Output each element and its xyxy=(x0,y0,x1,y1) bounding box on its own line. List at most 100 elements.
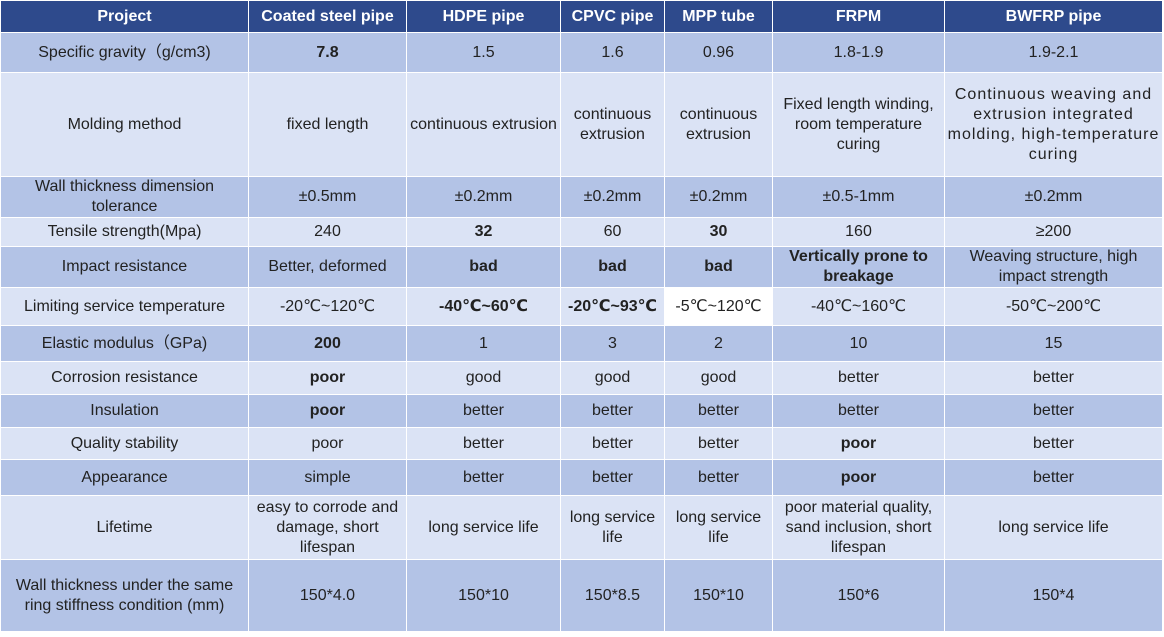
table-cell: fixed length xyxy=(248,72,407,177)
table-cell: poor xyxy=(248,394,407,428)
table-cell: better xyxy=(406,427,561,460)
table-cell: ±0.2mm xyxy=(560,176,665,218)
row-label: Insulation xyxy=(0,394,249,428)
table-cell: 150*4 xyxy=(944,559,1163,632)
table-cell: better xyxy=(406,459,561,496)
row-label: Limiting service temperature xyxy=(0,287,249,326)
table-cell: poor xyxy=(248,361,407,395)
table-cell: ≥200 xyxy=(944,217,1163,247)
table-row: Corrosion resistance poor good good good… xyxy=(0,361,1163,395)
row-label: Wall thickness dimension tolerance xyxy=(0,176,249,218)
table-cell: -5℃~120℃ xyxy=(664,287,773,326)
row-label: Appearance xyxy=(0,459,249,496)
table-cell: 150*10 xyxy=(664,559,773,632)
table-cell: ±0.2mm xyxy=(664,176,773,218)
table-cell: continuous extrusion xyxy=(664,72,773,177)
table-row: Molding method fixed length continuous e… xyxy=(0,72,1163,177)
table-cell: ±0.2mm xyxy=(406,176,561,218)
table-cell: 150*4.0 xyxy=(248,559,407,632)
table-cell: better xyxy=(664,427,773,460)
table-cell: Better, deformed xyxy=(248,246,407,288)
table-cell: ±0.5-1mm xyxy=(772,176,945,218)
table-row: Wall thickness under the same ring stiff… xyxy=(0,559,1163,632)
table-cell: -40℃~160℃ xyxy=(772,287,945,326)
table-cell: poor xyxy=(772,427,945,460)
table-row: Quality stability poor better better bet… xyxy=(0,427,1163,460)
table-cell: continuous extrusion xyxy=(406,72,561,177)
table-cell: 150*10 xyxy=(406,559,561,632)
table-cell: poor xyxy=(772,459,945,496)
table-cell: better xyxy=(944,459,1163,496)
table-cell: 240 xyxy=(248,217,407,247)
table-cell: ±0.5mm xyxy=(248,176,407,218)
table-cell: good xyxy=(560,361,665,395)
table-cell: 0.96 xyxy=(664,32,773,73)
table-cell: 200 xyxy=(248,325,407,362)
table-cell: Vertically prone to breakage xyxy=(772,246,945,288)
row-label: Quality stability xyxy=(0,427,249,460)
table-cell: long service life xyxy=(944,495,1163,560)
table-cell: continuous extrusion xyxy=(560,72,665,177)
table-cell: 2 xyxy=(664,325,773,362)
header-row: Project Coated steel pipe HDPE pipe CPVC… xyxy=(0,0,1163,33)
table-cell: Fixed length winding, room temperature c… xyxy=(772,72,945,177)
table-cell: better xyxy=(560,394,665,428)
table-cell: 1 xyxy=(406,325,561,362)
row-label: Corrosion resistance xyxy=(0,361,249,395)
table-cell: 150*8.5 xyxy=(560,559,665,632)
table-cell: 160 xyxy=(772,217,945,247)
header-project: Project xyxy=(0,0,249,33)
table-row: Limiting service temperature -20℃~120℃ -… xyxy=(0,287,1163,326)
header-coated-steel-pipe: Coated steel pipe xyxy=(248,0,407,33)
table-cell: long service life xyxy=(560,495,665,560)
table-cell: 7.8 xyxy=(248,32,407,73)
table-cell: 1.8-1.9 xyxy=(772,32,945,73)
table-cell: 60 xyxy=(560,217,665,247)
table-row: Appearance simple better better better p… xyxy=(0,459,1163,496)
table-row: Specific gravity（g/cm3) 7.8 1.5 1.6 0.96… xyxy=(0,32,1163,73)
table-cell: better xyxy=(772,361,945,395)
header-mpp-tube: MPP tube xyxy=(664,0,773,33)
table-cell: -20℃~93℃ xyxy=(560,287,665,326)
table-cell: -20℃~120℃ xyxy=(248,287,407,326)
header-cpvc-pipe: CPVC pipe xyxy=(560,0,665,33)
table-cell: better xyxy=(664,459,773,496)
header-hdpe-pipe: HDPE pipe xyxy=(406,0,561,33)
table-cell: poor material quality, sand inclusion, s… xyxy=(772,495,945,560)
table-cell: better xyxy=(944,361,1163,395)
table-row: Insulation poor better better better bet… xyxy=(0,394,1163,428)
row-label: Elastic modulus（GPa) xyxy=(0,325,249,362)
row-label: Specific gravity（g/cm3) xyxy=(0,32,249,73)
header-frpm: FRPM xyxy=(772,0,945,33)
table-cell: better xyxy=(944,427,1163,460)
row-label: Molding method xyxy=(0,72,249,177)
table-cell: good xyxy=(664,361,773,395)
table-row: Tensile strength(Mpa) 240 32 60 30 160 ≥… xyxy=(0,217,1163,247)
table-cell: better xyxy=(560,459,665,496)
table-cell: good xyxy=(406,361,561,395)
table-cell: 150*6 xyxy=(772,559,945,632)
table-cell: bad xyxy=(406,246,561,288)
table-cell: -40℃~60℃ xyxy=(406,287,561,326)
table-row: Impact resistance Better, deformed bad b… xyxy=(0,246,1163,288)
row-label: Wall thickness under the same ring stiff… xyxy=(0,559,249,632)
table-row: Lifetime easy to corrode and damage, sho… xyxy=(0,495,1163,560)
table-cell: 1.6 xyxy=(560,32,665,73)
table-cell: Continuous weaving and extrusion integra… xyxy=(944,72,1163,177)
table-cell: easy to corrode and damage, short lifesp… xyxy=(248,495,407,560)
table-cell: long service life xyxy=(664,495,773,560)
table-cell: 1.9-2.1 xyxy=(944,32,1163,73)
table-cell: 30 xyxy=(664,217,773,247)
table-cell: bad xyxy=(664,246,773,288)
table-cell: better xyxy=(406,394,561,428)
table-cell: better xyxy=(664,394,773,428)
table-cell: 3 xyxy=(560,325,665,362)
table-cell: long service life xyxy=(406,495,561,560)
table-cell: better xyxy=(944,394,1163,428)
table-cell: bad xyxy=(560,246,665,288)
table-cell: 32 xyxy=(406,217,561,247)
table-cell: better xyxy=(560,427,665,460)
row-label: Lifetime xyxy=(0,495,249,560)
table-cell: ±0.2mm xyxy=(944,176,1163,218)
